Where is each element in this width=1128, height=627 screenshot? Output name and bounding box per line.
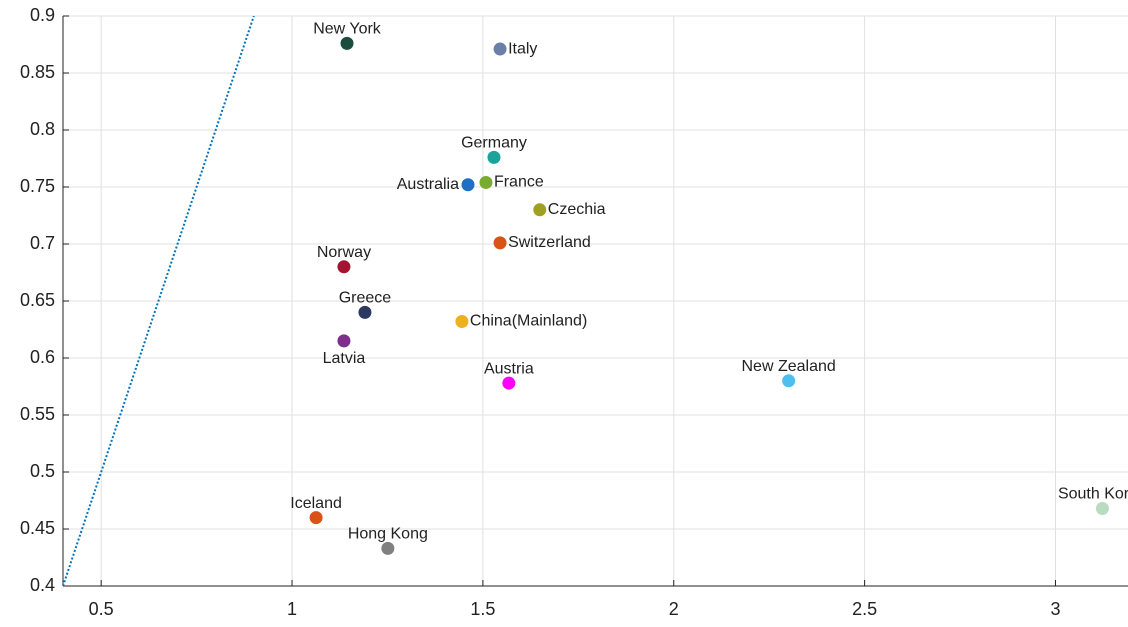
y-tick-label: 0.8: [30, 119, 55, 139]
y-tick-label: 0.45: [20, 518, 55, 538]
point-label: Hong Kong: [348, 526, 428, 543]
y-tick-label: 0.7: [30, 233, 55, 253]
point: [493, 42, 507, 56]
point: [461, 178, 475, 192]
point: [381, 541, 395, 555]
point: [337, 260, 351, 274]
x-tick-label: 1.5: [470, 599, 495, 619]
point-label: Italy: [508, 40, 537, 57]
y-tick-label: 0.6: [30, 347, 55, 367]
plot-area: [63, 16, 255, 586]
point-label: New Zealand: [742, 358, 836, 375]
y-tick-label: 0.4: [30, 575, 55, 595]
y-tick-label: 0.75: [20, 176, 55, 196]
x-tick-label: 2: [669, 599, 679, 619]
point: [337, 334, 351, 348]
x-tick-label: 1: [287, 599, 297, 619]
y-tick-label: 0.85: [20, 62, 55, 82]
point-label: Germany: [461, 135, 527, 152]
point-label: Iceland: [290, 495, 342, 512]
point: [340, 36, 354, 50]
y-tick-label: 0.55: [20, 404, 55, 424]
point-label: South Korea: [1058, 486, 1128, 503]
point: [1095, 501, 1109, 515]
x-tick-label: 0.5: [89, 599, 114, 619]
point: [493, 236, 507, 250]
point: [455, 315, 469, 329]
point: [782, 374, 796, 388]
point-label: Austria: [484, 360, 534, 377]
point: [479, 175, 493, 189]
point-label: China(Mainland): [470, 313, 587, 330]
point: [487, 150, 501, 164]
x-tick-label: 2.5: [852, 599, 877, 619]
point-label: Latvia: [323, 350, 366, 367]
point: [309, 511, 323, 525]
point-label: Greece: [339, 290, 392, 307]
point-label: Switzerland: [508, 234, 591, 251]
point-label: France: [494, 174, 544, 191]
x-tick-label: 3: [1050, 599, 1060, 619]
point-label: New York: [313, 21, 382, 38]
y-tick-label: 0.5: [30, 461, 55, 481]
point-label: Australia: [397, 176, 459, 193]
point: [502, 376, 516, 390]
point: [533, 203, 547, 217]
reference-line: [63, 16, 255, 586]
y-tick-label: 0.65: [20, 290, 55, 310]
point: [358, 305, 372, 319]
point-label: Czechia: [548, 201, 606, 218]
y-tick-label: 0.9: [30, 5, 55, 25]
point-label: Norway: [317, 244, 371, 261]
